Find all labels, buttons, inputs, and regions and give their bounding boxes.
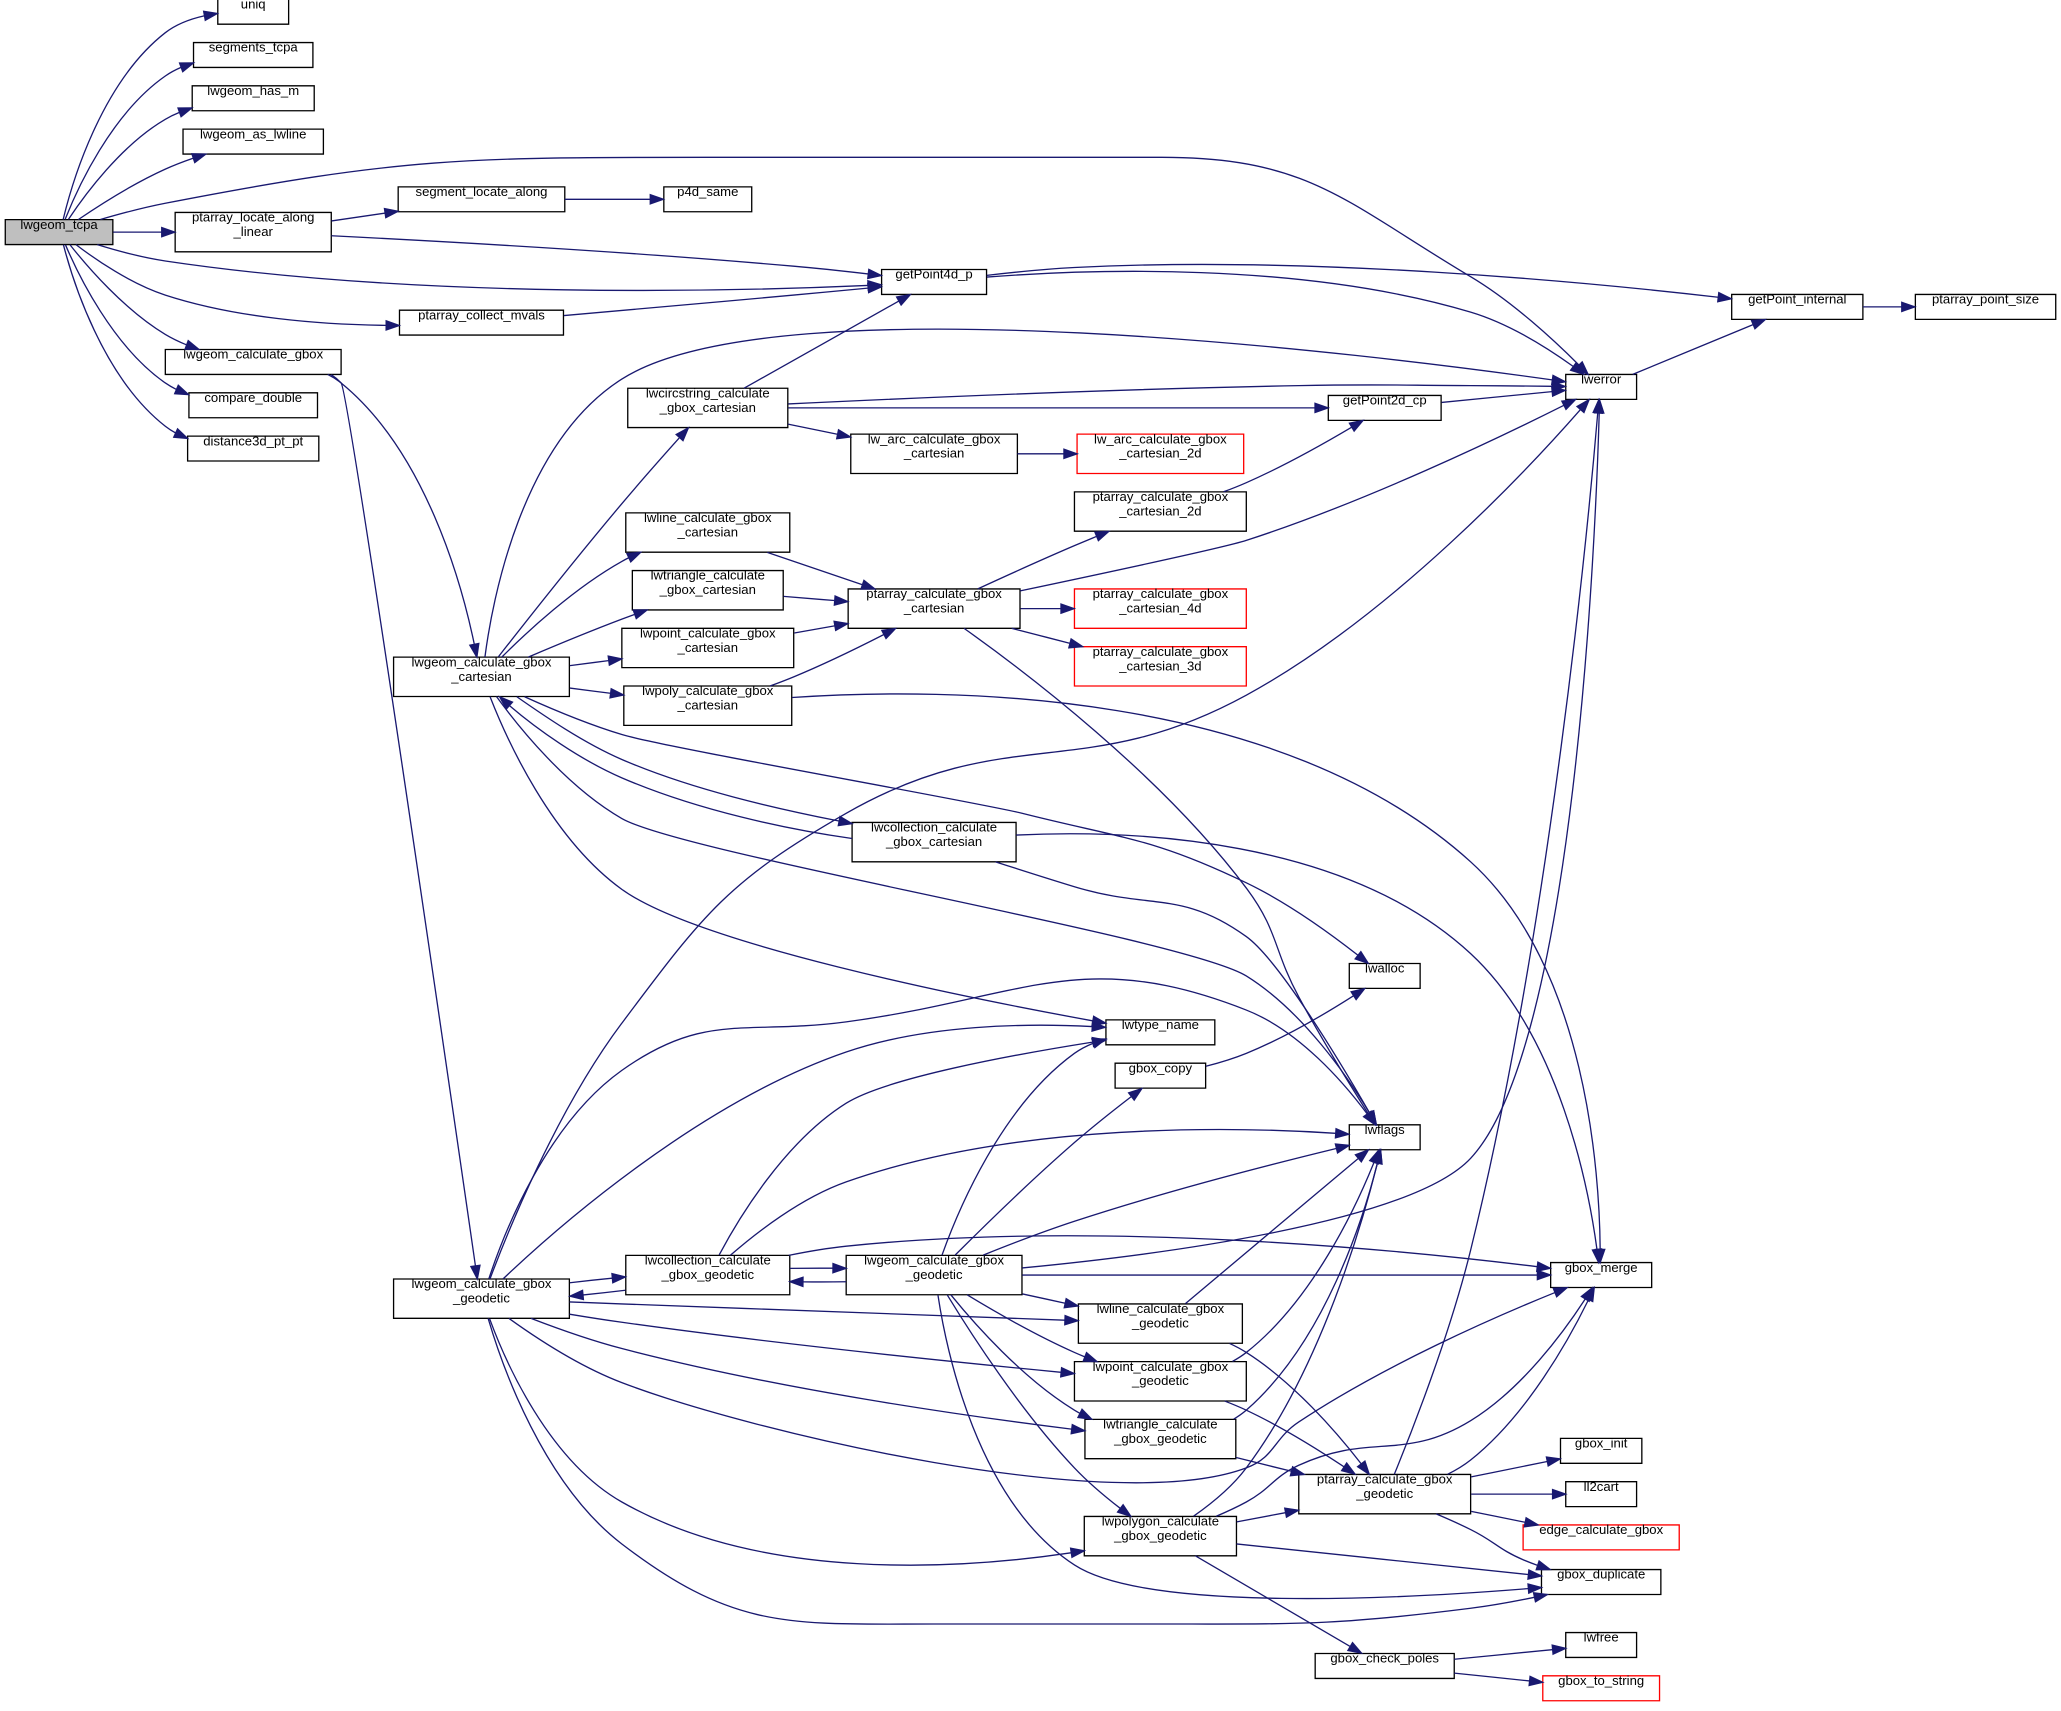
svg-text:_cartesian: _cartesian (677, 698, 738, 713)
svg-text:ptarray_collect_mvals: ptarray_collect_mvals (418, 307, 545, 322)
svg-text:_gbox_cartesian: _gbox_cartesian (659, 400, 756, 415)
svg-text:lwtype_name: lwtype_name (1122, 1017, 1199, 1032)
svg-text:lwpoint_calculate_gbox: lwpoint_calculate_gbox (640, 625, 776, 640)
svg-text:segment_locate_along: segment_locate_along (416, 184, 548, 199)
svg-text:ptarray_locate_along: ptarray_locate_along (192, 210, 314, 225)
svg-text:_gbox_geodetic: _gbox_geodetic (1113, 1528, 1207, 1543)
svg-text:lwalloc: lwalloc (1365, 961, 1405, 976)
svg-text:ptarray_calculate_gbox: ptarray_calculate_gbox (866, 586, 1002, 601)
svg-text:lwcircstring_calculate: lwcircstring_calculate (646, 385, 770, 400)
svg-text:_cartesian: _cartesian (903, 601, 964, 616)
svg-text:_gbox_cartesian: _gbox_cartesian (659, 582, 756, 597)
svg-text:_cartesian: _cartesian (903, 446, 964, 461)
svg-text:_geodetic: _geodetic (1355, 1486, 1413, 1501)
svg-text:ptarray_calculate_gbox: ptarray_calculate_gbox (1093, 489, 1229, 504)
svg-text:lwtriangle_calculate: lwtriangle_calculate (651, 568, 765, 583)
svg-text:lwgeom_tcpa: lwgeom_tcpa (20, 217, 98, 232)
svg-text:lwpoint_calculate_gbox: lwpoint_calculate_gbox (1093, 1359, 1229, 1374)
svg-text:_cartesian_2d: _cartesian_2d (1118, 446, 1201, 461)
svg-text:_geodetic: _geodetic (1131, 1373, 1189, 1388)
svg-text:lwpoly_calculate_gbox: lwpoly_calculate_gbox (642, 683, 774, 698)
svg-text:_gbox_geodetic: _gbox_geodetic (1113, 1431, 1207, 1446)
svg-text:lwline_calculate_gbox: lwline_calculate_gbox (644, 510, 772, 525)
svg-text:ll2cart: ll2cart (1584, 1479, 1619, 1494)
svg-text:lwpolygon_calculate: lwpolygon_calculate (1102, 1514, 1219, 1529)
svg-text:gbox_to_string: gbox_to_string (1558, 1673, 1644, 1688)
svg-text:lwtriangle_calculate: lwtriangle_calculate (1103, 1417, 1217, 1432)
svg-text:edge_calculate_gbox: edge_calculate_gbox (1539, 1522, 1663, 1537)
svg-text:segments_tcpa: segments_tcpa (209, 40, 299, 55)
svg-text:lwcollection_calculate: lwcollection_calculate (645, 1253, 771, 1268)
svg-text:gbox_check_poles: gbox_check_poles (1330, 1651, 1439, 1666)
svg-text:lwgeom_calculate_gbox: lwgeom_calculate_gbox (412, 1276, 552, 1291)
svg-text:ptarray_calculate_gbox: ptarray_calculate_gbox (1317, 1472, 1453, 1487)
svg-text:gbox_duplicate: gbox_duplicate (1557, 1567, 1645, 1582)
svg-text:getPoint2d_cp: getPoint2d_cp (1343, 393, 1427, 408)
svg-text:lwcollection_calculate: lwcollection_calculate (871, 820, 997, 835)
svg-text:ptarray_calculate_gbox: ptarray_calculate_gbox (1093, 586, 1229, 601)
svg-text:getPoint_internal: getPoint_internal (1748, 292, 1846, 307)
svg-text:p4d_same: p4d_same (677, 184, 738, 199)
svg-text:lwgeom_has_m: lwgeom_has_m (207, 83, 299, 98)
svg-text:lw_arc_calculate_gbox: lw_arc_calculate_gbox (868, 431, 1001, 446)
svg-text:_cartesian: _cartesian (677, 524, 738, 539)
svg-text:_linear: _linear (233, 224, 274, 239)
svg-text:uniq: uniq (241, 0, 266, 11)
svg-text:ptarray_calculate_gbox: ptarray_calculate_gbox (1093, 644, 1229, 659)
svg-text:_cartesian_2d: _cartesian_2d (1118, 503, 1201, 518)
svg-text:_gbox_geodetic: _gbox_geodetic (660, 1267, 754, 1282)
svg-text:lwflags: lwflags (1365, 1122, 1406, 1137)
svg-text:_cartesian_3d: _cartesian_3d (1118, 658, 1201, 673)
svg-text:gbox_copy: gbox_copy (1129, 1060, 1193, 1075)
svg-text:_geodetic: _geodetic (1131, 1316, 1189, 1331)
svg-text:gbox_merge: gbox_merge (1565, 1260, 1638, 1275)
svg-text:lw_arc_calculate_gbox: lw_arc_calculate_gbox (1094, 431, 1227, 446)
svg-text:lwline_calculate_gbox: lwline_calculate_gbox (1097, 1301, 1225, 1316)
svg-text:gbox_init: gbox_init (1575, 1436, 1628, 1451)
svg-text:lwfree: lwfree (1584, 1630, 1619, 1645)
svg-text:lwgeom_calculate_gbox: lwgeom_calculate_gbox (183, 347, 323, 362)
svg-text:_geodetic: _geodetic (905, 1267, 963, 1282)
svg-text:_gbox_cartesian: _gbox_cartesian (885, 834, 982, 849)
svg-text:_cartesian: _cartesian (677, 640, 738, 655)
svg-text:_cartesian_4d: _cartesian_4d (1118, 601, 1201, 616)
svg-text:ptarray_point_size: ptarray_point_size (1932, 292, 2039, 307)
svg-text:_cartesian: _cartesian (450, 669, 511, 684)
svg-text:getPoint4d_p: getPoint4d_p (895, 267, 972, 282)
svg-text:distance3d_pt_pt: distance3d_pt_pt (203, 433, 303, 448)
svg-text:compare_double: compare_double (204, 390, 302, 405)
svg-text:lwgeom_as_lwline: lwgeom_as_lwline (200, 126, 306, 141)
svg-text:_geodetic: _geodetic (452, 1291, 510, 1306)
